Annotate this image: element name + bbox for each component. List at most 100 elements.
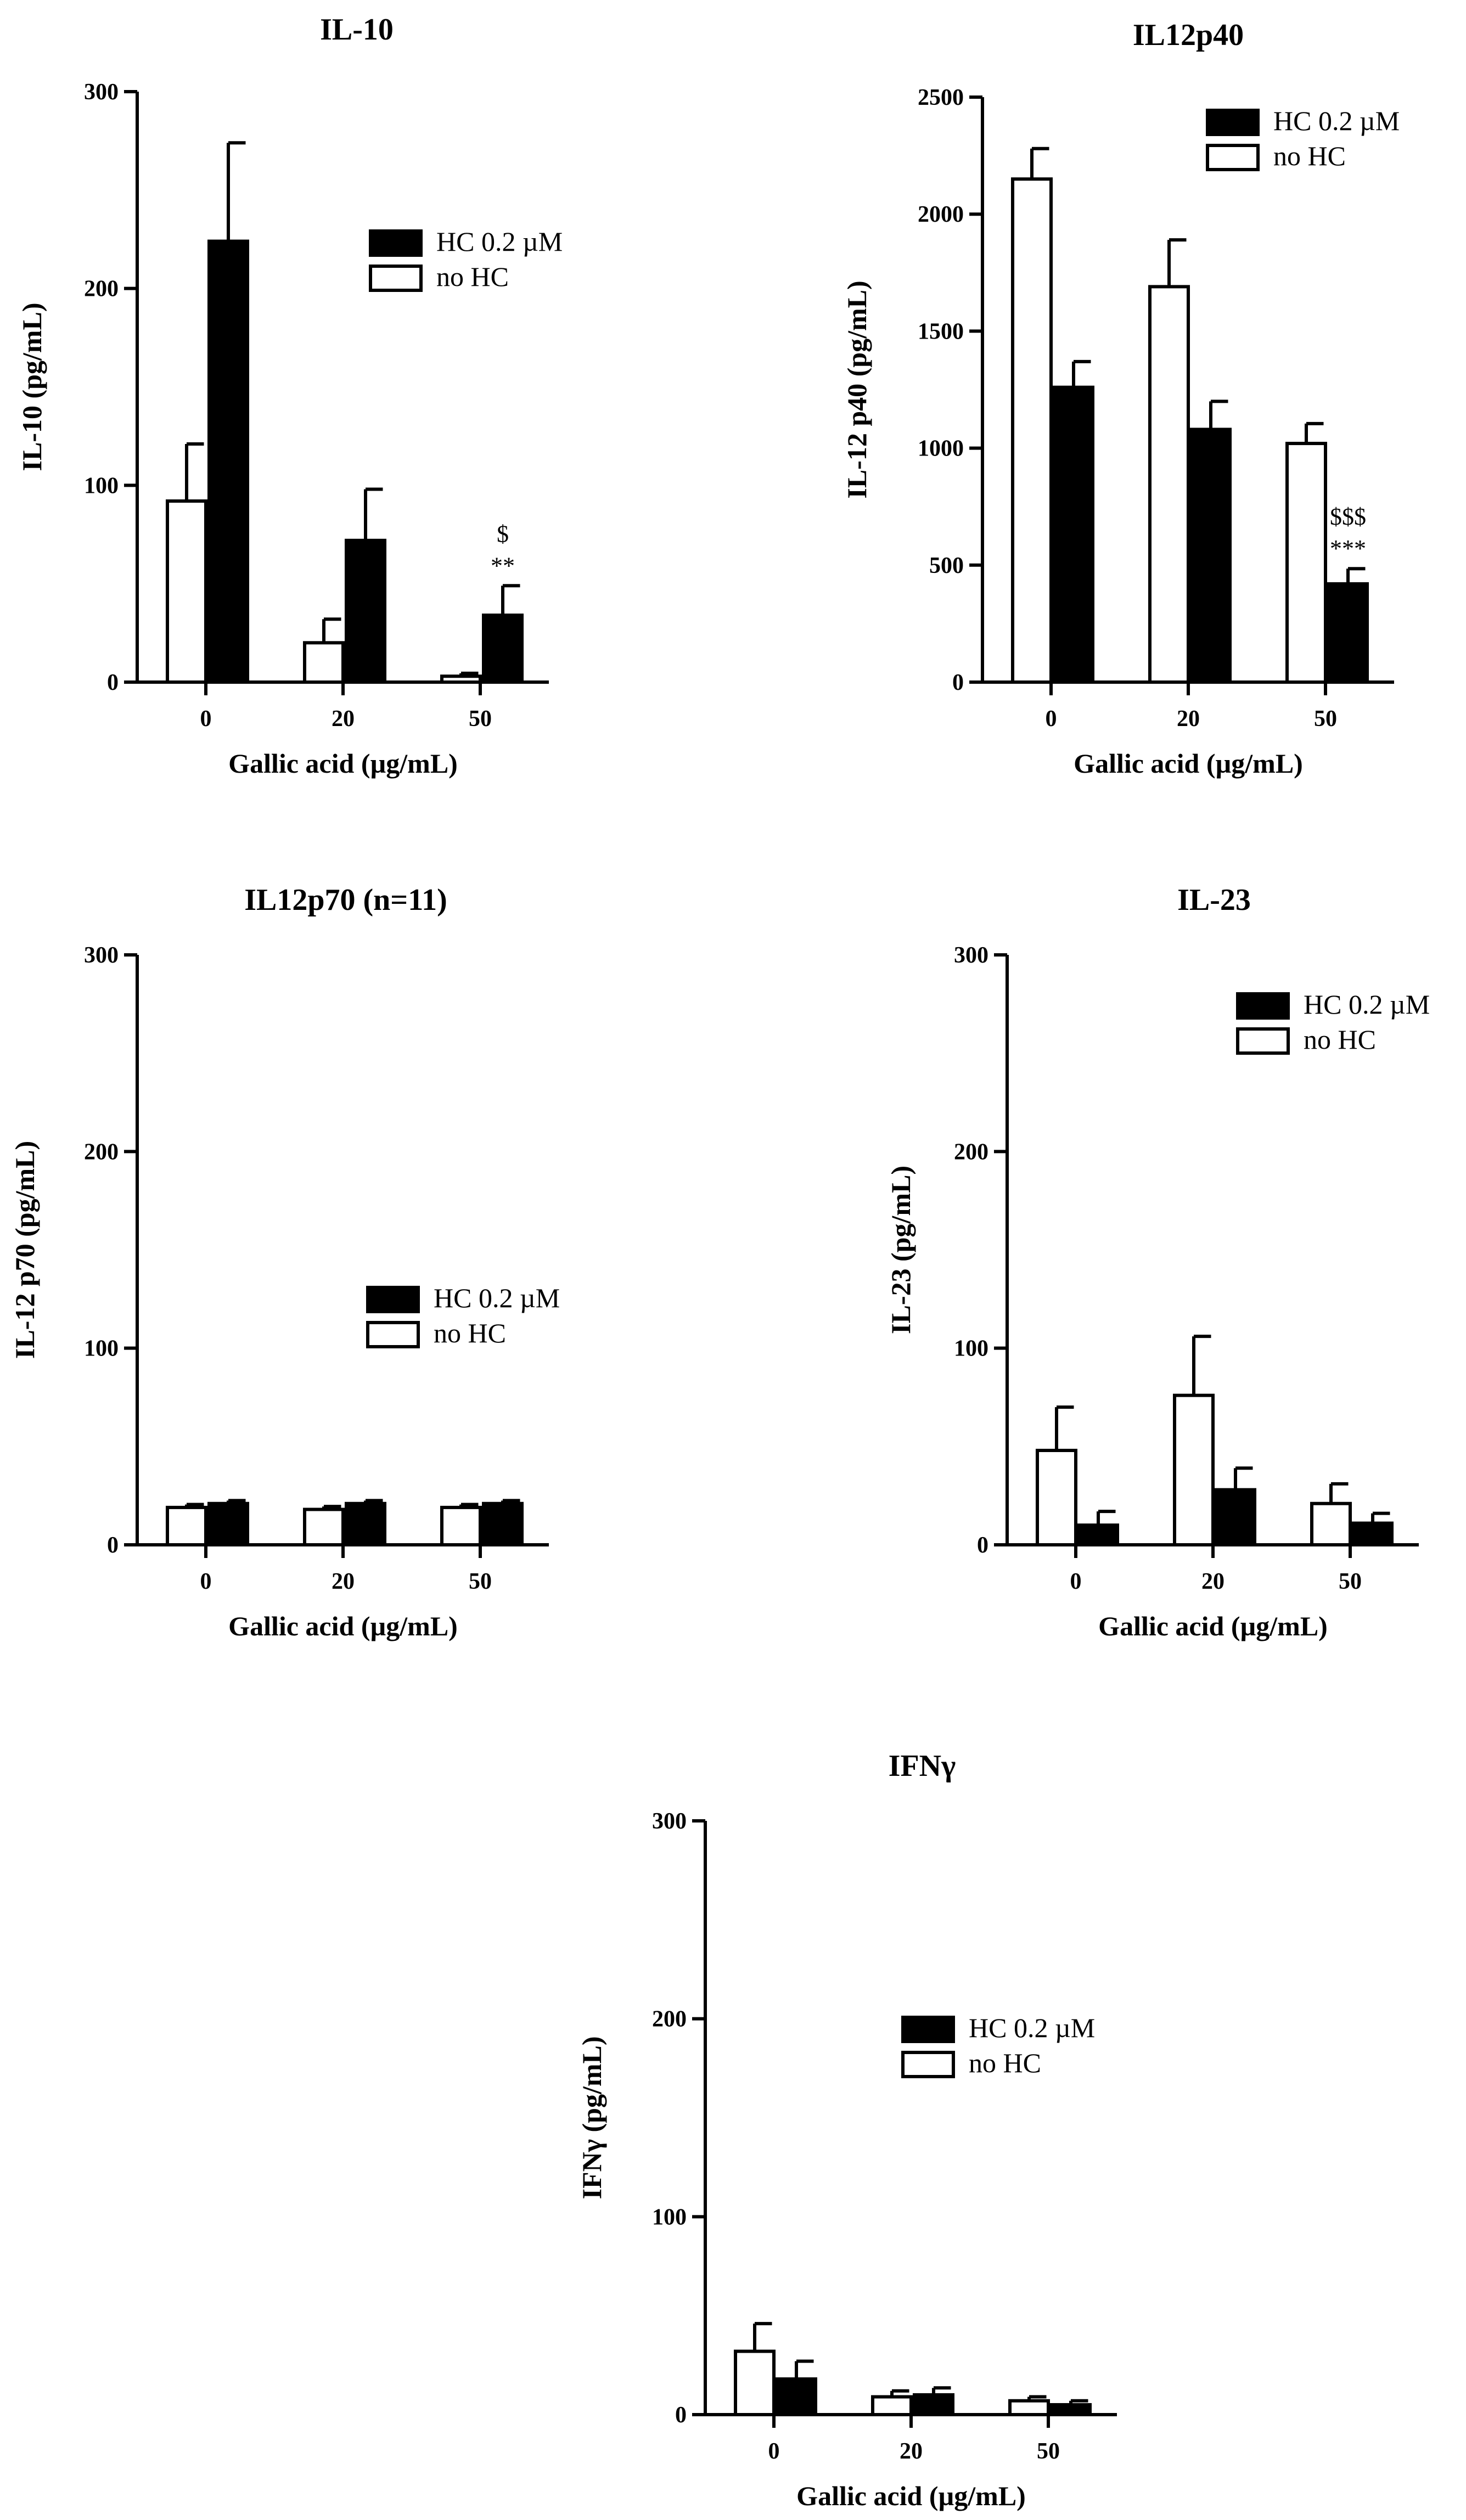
- legend-label: HC 0.2 µM: [434, 1282, 560, 1313]
- bar: [166, 499, 207, 684]
- y-tick-label: 300: [652, 1809, 687, 1834]
- bar: [1036, 1449, 1077, 1546]
- y-tick-label: 200: [652, 2007, 687, 2032]
- legend-label: no HC: [1273, 140, 1346, 171]
- bar: [440, 1505, 482, 1547]
- legend-label: no HC: [1304, 1024, 1376, 1055]
- chart-title: IL12p70 (n=11): [244, 883, 447, 917]
- y-tick-label: 0: [107, 670, 119, 695]
- legend-swatch: [901, 2051, 955, 2078]
- x-tick-label: 20: [1201, 1569, 1225, 1594]
- bar: [734, 2349, 776, 2416]
- y-tick-label: 0: [977, 1533, 988, 1558]
- y-tick-label: 2500: [918, 85, 964, 110]
- panel-il12p40: IL12p40 0 500 1000 1500 2000 2500 0 20 50 $$$ *** IL…: [841, 18, 1400, 779]
- y-tick-label: 100: [84, 473, 119, 498]
- legend-label: no HC: [434, 1318, 506, 1348]
- x-tick-label: 20: [332, 1569, 355, 1594]
- chart-title: IL-23: [1177, 883, 1251, 917]
- bar: [1173, 1393, 1215, 1547]
- x-tick-label: 50: [469, 1569, 492, 1594]
- legend-label: no HC: [436, 261, 509, 292]
- x-tick-label: 20: [332, 706, 355, 732]
- chart-title: IL12p40: [1133, 18, 1244, 52]
- x-tick-label: 50: [1339, 1569, 1362, 1594]
- x-axis-label: Gallic acid (µg/mL): [1098, 1611, 1328, 1641]
- y-axis-label: IL-12 p40 (pg/mL): [841, 280, 872, 498]
- x-tick-label: 50: [469, 706, 492, 732]
- panel-il23: IL-23 0 100 200 300 0 20 50 IL-23 (pg/mL) Gallic …: [885, 883, 1430, 1641]
- y-tick-label: 100: [652, 2204, 687, 2230]
- y-tick-label: 200: [84, 1139, 119, 1165]
- bar: [482, 614, 524, 684]
- y-axis-label: IFNγ (pg/mL): [576, 2037, 607, 2200]
- legend-label: HC 0.2 µM: [436, 226, 563, 257]
- y-tick-label: 0: [952, 670, 964, 695]
- x-axis-label: Gallic acid (µg/mL): [228, 748, 458, 779]
- x-tick-label: 20: [900, 2439, 923, 2464]
- y-axis-label: IL-23 (pg/mL): [885, 1166, 916, 1334]
- bar: [1285, 442, 1327, 684]
- bar: [1050, 2403, 1092, 2417]
- bar: [1310, 1501, 1352, 1546]
- legend-label: no HC: [969, 2048, 1041, 2078]
- bar: [1327, 582, 1369, 684]
- x-axis-label: Gallic acid (µg/mL): [228, 1611, 458, 1641]
- bar: [440, 674, 482, 684]
- legend-label: HC 0.2 µM: [1273, 105, 1400, 136]
- legend-swatch: [366, 1321, 420, 1348]
- legend-swatch: [369, 265, 423, 292]
- bar: [1352, 1521, 1394, 1546]
- legend-swatch: [369, 229, 423, 257]
- y-tick-label: 1000: [918, 436, 964, 462]
- bar: [1053, 385, 1094, 684]
- panel-ifng: IFNγ 0 100 200 300 0 20 50 IFNγ (pg/mL) Gallic ac…: [576, 1749, 1117, 2511]
- x-tick-label: 0: [1046, 706, 1057, 732]
- y-tick-label: 300: [84, 80, 119, 105]
- y-tick-label: 200: [84, 277, 119, 302]
- bar: [345, 1501, 386, 1546]
- bar: [303, 641, 345, 684]
- panel-il12p70: IL12p70 (n=11) 0 100 200 300 0 20 50 IL-12 p70 (…: [9, 883, 560, 1641]
- x-tick-label: 50: [1037, 2439, 1060, 2464]
- bar: [207, 1501, 249, 1546]
- x-axis-label: Gallic acid (µg/mL): [796, 2480, 1026, 2511]
- significance-marker: $$$: [1330, 503, 1366, 530]
- y-axis-label: IL-12 p70 (pg/mL): [9, 1141, 40, 1359]
- bar: [166, 1505, 207, 1547]
- significance-marker: ***: [1330, 535, 1366, 562]
- bar: [1008, 2399, 1050, 2417]
- bar: [303, 1508, 345, 1546]
- y-tick-label: 2000: [918, 202, 964, 227]
- panel-il10: IL-10 0 100 200 300 0 20 50 $ ** IL-10 (pg/mL) Gall…: [16, 13, 563, 779]
- legend-swatch: [901, 2016, 955, 2043]
- y-tick-label: 100: [954, 1336, 988, 1362]
- bar: [776, 2377, 817, 2417]
- bar: [1011, 177, 1053, 684]
- y-tick-label: 300: [84, 943, 119, 968]
- bar: [207, 239, 249, 684]
- chart-title: IFNγ: [889, 1749, 956, 1783]
- y-tick-label: 500: [929, 553, 964, 578]
- y-tick-label: 200: [954, 1139, 988, 1165]
- x-tick-label: 0: [1070, 1569, 1082, 1594]
- y-axis-label: IL-10 (pg/mL): [16, 303, 47, 471]
- bar: [345, 538, 386, 684]
- y-tick-label: 1500: [918, 319, 964, 344]
- x-axis-label: Gallic acid (µg/mL): [1074, 748, 1303, 779]
- x-tick-label: 0: [200, 1569, 212, 1594]
- legend-swatch: [1206, 144, 1260, 171]
- significance-marker: **: [491, 552, 515, 579]
- y-tick-label: 0: [107, 1533, 119, 1558]
- legend-label: HC 0.2 µM: [969, 2012, 1095, 2043]
- bar: [871, 2395, 913, 2417]
- legend-swatch: [366, 1286, 420, 1313]
- bar: [1077, 1523, 1119, 1547]
- y-tick-label: 300: [954, 943, 988, 968]
- y-tick-label: 100: [84, 1336, 119, 1362]
- legend-swatch: [1236, 1027, 1290, 1055]
- bar: [482, 1501, 524, 1546]
- x-tick-label: 50: [1314, 706, 1337, 732]
- significance-marker: $: [497, 520, 509, 547]
